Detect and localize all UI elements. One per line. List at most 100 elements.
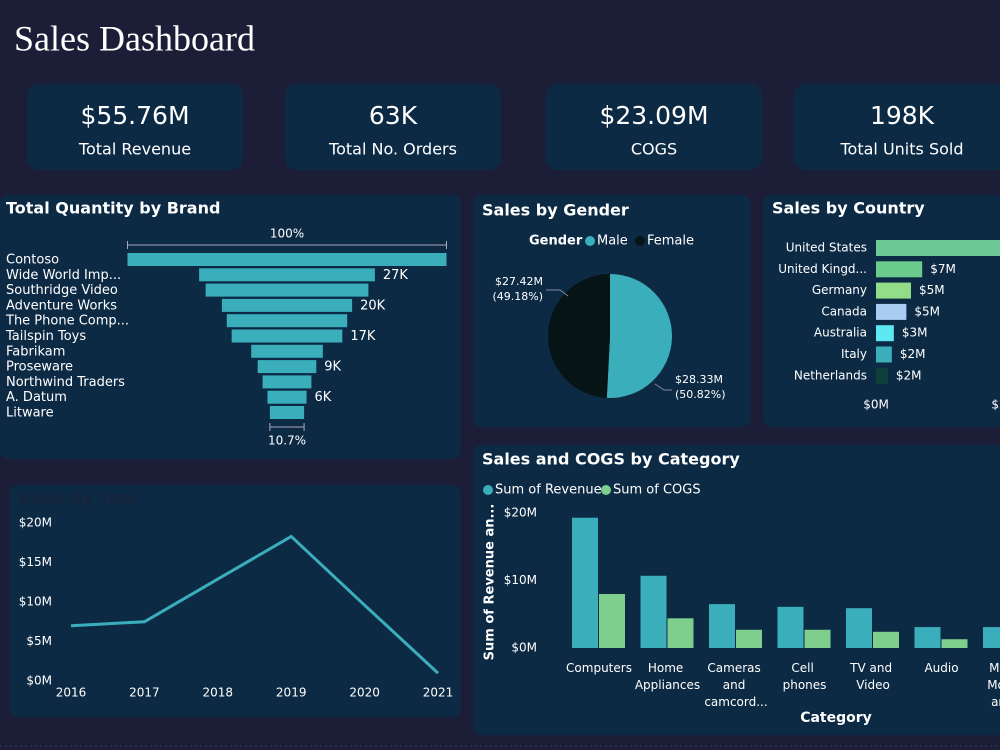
y-tick-label: $10M: [504, 573, 537, 587]
x-tick-label: TV and Video: [849, 661, 896, 692]
x-tick-label: $20M: [991, 398, 1000, 412]
legend-marker: [585, 236, 595, 246]
category-label: Fabrikam: [6, 344, 65, 359]
kpi-value: 63K: [369, 101, 418, 130]
value-label: $5M: [914, 304, 940, 318]
x-axis-title: Category: [800, 710, 872, 726]
y-tick-label: $10M: [19, 595, 52, 609]
y-axis-title: Sum of Revenue an...: [483, 504, 498, 661]
bar: [876, 346, 892, 363]
funnel-bar: [251, 344, 323, 358]
chart-title: Sales by Gender: [482, 201, 629, 220]
legend-label: Sum of Revenue: [495, 483, 602, 498]
legend-label: Sum of COGS: [613, 483, 701, 498]
pie-slice: [548, 274, 610, 398]
x-tick-label: Cell phones: [783, 661, 827, 692]
category-label: Australia: [814, 326, 867, 340]
x-tick-label: Computers: [566, 661, 632, 675]
legend-marker: [601, 485, 611, 495]
x-tick-label: 2017: [129, 686, 160, 700]
y-tick-label: $20M: [504, 506, 537, 520]
bar: [876, 240, 1000, 256]
category-label: United Kingd...: [778, 262, 867, 276]
bar: [640, 575, 667, 648]
category-label: Adventure Works: [6, 298, 117, 313]
value-label: 20K: [360, 298, 386, 313]
leader-line: [654, 383, 672, 391]
kpi-label: Total Units Sold: [840, 140, 964, 159]
value-label: 9K: [324, 360, 341, 375]
bar: [777, 606, 804, 648]
x-tick-label: 2021: [423, 686, 454, 700]
category-label: Southridge Video: [6, 283, 118, 298]
x-tick-label: 2016: [56, 686, 87, 700]
value-label: 6K: [315, 390, 332, 405]
category-label: Netherlands: [794, 368, 867, 382]
panel: [10, 485, 461, 717]
category-label: Proseware: [6, 360, 73, 375]
funnel-bar: [267, 390, 307, 404]
panel: [473, 445, 1000, 735]
bar: [873, 631, 899, 648]
legend-label: Male: [597, 234, 628, 249]
kpi-card: [27, 84, 243, 170]
category-label: The Phone Comp...: [5, 314, 129, 329]
funnel-bar: [231, 329, 343, 343]
bar: [914, 627, 941, 648]
legend-marker: [483, 485, 493, 495]
category-label: Germany: [812, 283, 867, 297]
chart-title: Sales by Country: [772, 199, 925, 218]
funnel-bar: [205, 283, 369, 297]
x-tick-label: 2018: [203, 686, 234, 700]
legend-marker: [635, 236, 645, 246]
value-label: $3M: [902, 326, 928, 340]
category-label: Litware: [6, 406, 54, 421]
kpi-value: $23.09M: [599, 101, 708, 130]
funnel-top-label: 100%: [270, 227, 304, 241]
line-series: [70, 534, 440, 675]
bar: [876, 303, 907, 320]
x-tick-label: Home Appliances: [635, 661, 700, 692]
chart-title: Sales by Year: [18, 489, 139, 508]
bar: [736, 629, 762, 648]
kpi-card: [794, 84, 1000, 170]
bar: [876, 261, 923, 278]
x-tick-label: Cameras and camcord...: [704, 661, 767, 709]
funnel-bottom-label: 10.7%: [268, 434, 306, 448]
chart-title: Sales and COGS by Category: [482, 450, 740, 469]
pie-slice: [606, 274, 673, 399]
bar: [804, 629, 831, 648]
value-label: $27.42M: [495, 275, 543, 288]
category-label: Canada: [821, 304, 867, 318]
chart-title: Total Quantity by Brand: [6, 199, 220, 218]
category-label: Wide World Imp...: [6, 268, 121, 283]
y-tick-label: $0M: [511, 641, 537, 655]
bar: [846, 608, 872, 648]
category-label: Contoso: [6, 253, 59, 268]
bar: [599, 594, 625, 648]
bar: [941, 639, 968, 648]
x-tick-label: 2020: [349, 686, 380, 700]
bar: [983, 627, 1000, 648]
value-label: $2M: [896, 368, 922, 382]
category-label: Northwind Traders: [6, 375, 125, 390]
funnel-bar: [127, 253, 447, 266]
percent-label: (50.82%): [675, 388, 726, 401]
kpi-label: Total Revenue: [78, 140, 191, 159]
value-label: $28.33M: [675, 373, 723, 386]
x-tick-label: Audio: [924, 661, 958, 675]
category-label: Tailspin Toys: [5, 329, 86, 344]
funnel-bar: [226, 314, 348, 328]
y-tick-label: $5M: [26, 634, 52, 648]
funnel-bar: [221, 298, 353, 312]
x-tick-label: 2019: [276, 686, 307, 700]
kpi-label: Total No. Orders: [328, 140, 457, 159]
funnel-bar: [262, 375, 312, 389]
bar: [572, 517, 598, 648]
y-tick-label: $15M: [19, 555, 52, 569]
category-label: A. Datum: [6, 390, 67, 405]
funnel-bar: [199, 268, 375, 282]
x-tick-label: Music, Movies and ...: [987, 661, 1000, 709]
leader-line: [546, 289, 569, 297]
bar: [876, 282, 911, 299]
